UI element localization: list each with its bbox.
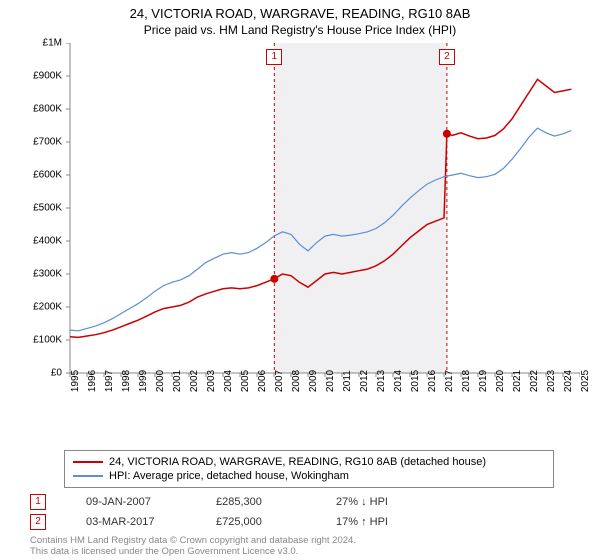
- y-tick-label: £900K: [33, 71, 62, 82]
- x-tick-label: 1995: [70, 370, 81, 392]
- event-marker-icon: 1: [266, 49, 282, 65]
- x-tick-label: 2017: [444, 370, 455, 392]
- x-tick-label: 2002: [189, 370, 200, 392]
- y-tick-label: £400K: [33, 236, 62, 247]
- x-tick-label: 1996: [87, 370, 98, 392]
- event-delta: 27% ↓ HPI: [336, 496, 388, 508]
- y-tick-label: £600K: [33, 170, 62, 181]
- x-tick-label: 2021: [512, 370, 523, 392]
- x-tick-label: 2007: [274, 370, 285, 392]
- legend-item: 24, VICTORIA ROAD, WARGRAVE, READING, RG…: [73, 455, 545, 469]
- x-tick-label: 2012: [359, 370, 370, 392]
- x-tick-label: 2018: [461, 370, 472, 392]
- event-date: 09-JAN-2007: [86, 496, 176, 508]
- footer-line1: Contains HM Land Registry data © Crown c…: [30, 535, 356, 546]
- event-row: 1 09-JAN-2007 £285,300 27% ↓ HPI: [30, 492, 570, 512]
- x-tick-label: 2013: [376, 370, 387, 392]
- event-marker-icon: 1: [30, 494, 46, 510]
- x-tick-label: 2015: [410, 370, 421, 392]
- y-tick-label: £100K: [33, 335, 62, 346]
- x-tick-label: 2022: [529, 370, 540, 392]
- x-tick-label: 2000: [155, 370, 166, 392]
- footer-line2: This data is licensed under the Open Gov…: [30, 546, 356, 557]
- x-tick-label: 2010: [325, 370, 336, 392]
- legend-item: HPI: Average price, detached house, Woki…: [73, 469, 545, 483]
- x-tick-label: 2020: [495, 370, 506, 392]
- y-tick-label: £300K: [33, 269, 62, 280]
- event-price: £285,300: [216, 496, 296, 508]
- x-tick-label: 1999: [138, 370, 149, 392]
- legend-swatch: [73, 461, 103, 463]
- y-tick-label: £200K: [33, 302, 62, 313]
- event-marker-icon: 2: [30, 514, 46, 530]
- event-table: 1 09-JAN-2007 £285,300 27% ↓ HPI 2 03-MA…: [30, 492, 570, 532]
- footer: Contains HM Land Registry data © Crown c…: [30, 535, 356, 558]
- x-tick-label: 2001: [172, 370, 183, 392]
- chart-svg: [20, 43, 580, 413]
- legend-label: 24, VICTORIA ROAD, WARGRAVE, READING, RG…: [109, 456, 486, 468]
- x-tick-label: 2016: [427, 370, 438, 392]
- y-tick-label: £0: [51, 368, 62, 379]
- x-tick-label: 2008: [291, 370, 302, 392]
- x-tick-label: 2025: [580, 370, 591, 392]
- x-tick-label: 2003: [206, 370, 217, 392]
- chart-title-line1: 24, VICTORIA ROAD, WARGRAVE, READING, RG…: [0, 0, 600, 21]
- x-tick-label: 2019: [478, 370, 489, 392]
- event-price: £725,000: [216, 516, 296, 528]
- x-tick-label: 2011: [342, 370, 353, 392]
- x-tick-label: 1998: [121, 370, 132, 392]
- event-delta: 17% ↑ HPI: [336, 516, 388, 528]
- event-date: 03-MAR-2017: [86, 516, 176, 528]
- x-tick-label: 2023: [546, 370, 557, 392]
- chart-title-line2: Price paid vs. HM Land Registry's House …: [0, 21, 600, 43]
- chart-area: £0 £100K £200K £300K £400K £500K £600K £700K £80…: [20, 43, 580, 413]
- x-tick-label: 2004: [223, 370, 234, 392]
- y-tick-label: £1M: [43, 38, 62, 49]
- y-tick-label: £800K: [33, 104, 62, 115]
- chart-container: 24, VICTORIA ROAD, WARGRAVE, READING, RG…: [0, 0, 600, 560]
- legend-swatch: [73, 475, 103, 477]
- event-row: 2 03-MAR-2017 £725,000 17% ↑ HPI: [30, 512, 570, 532]
- x-tick-label: 2006: [257, 370, 268, 392]
- x-tick-label: 2014: [393, 370, 404, 392]
- x-tick-label: 2009: [308, 370, 319, 392]
- y-tick-label: £700K: [33, 137, 62, 148]
- legend: 24, VICTORIA ROAD, WARGRAVE, READING, RG…: [64, 450, 554, 488]
- x-tick-label: 1997: [104, 370, 115, 392]
- event-marker-icon: 2: [439, 49, 455, 65]
- y-tick-label: £500K: [33, 203, 62, 214]
- legend-label: HPI: Average price, detached house, Woki…: [109, 470, 349, 482]
- x-tick-label: 2005: [240, 370, 251, 392]
- x-tick-label: 2024: [563, 370, 574, 392]
